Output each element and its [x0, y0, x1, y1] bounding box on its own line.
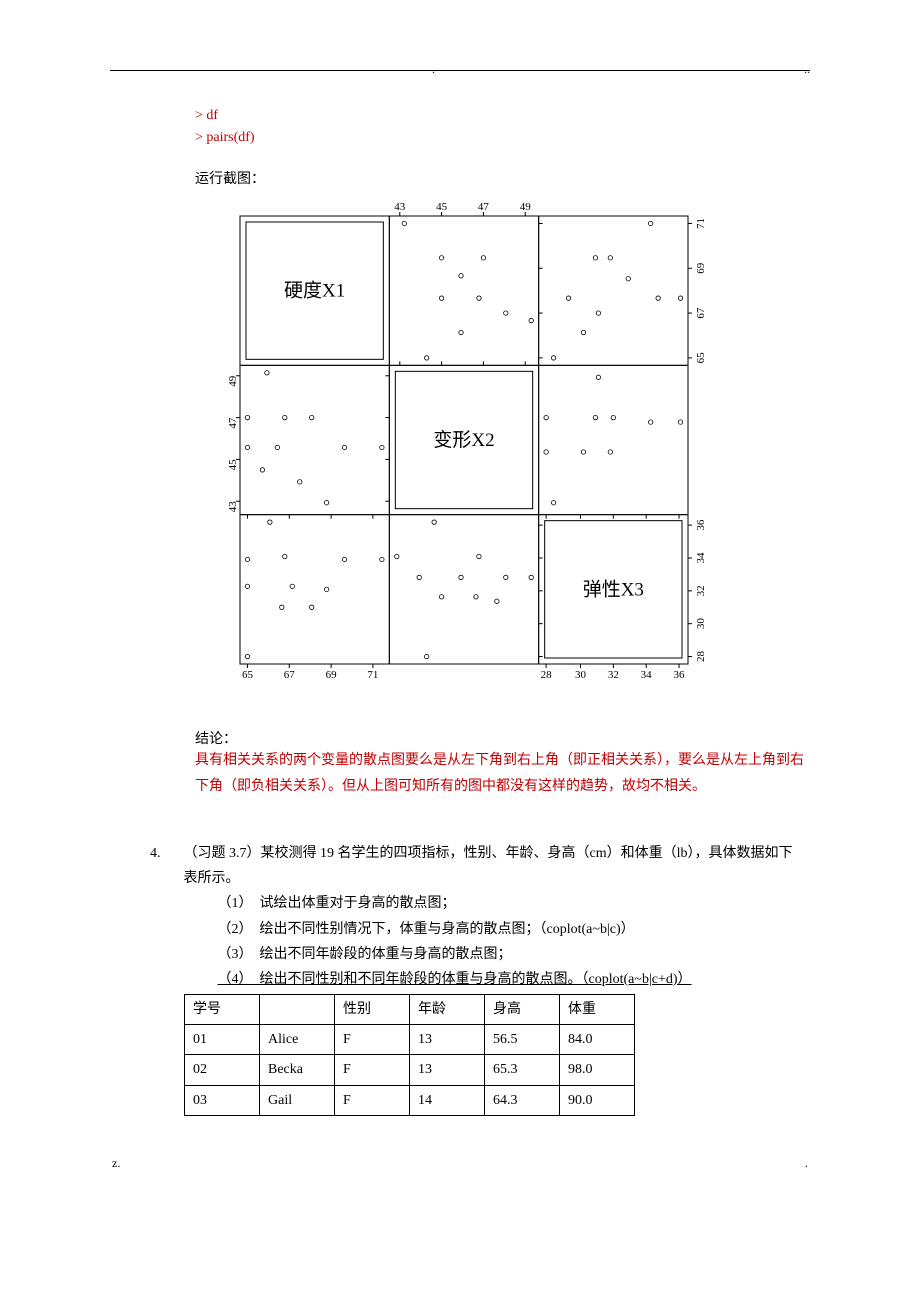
table-header-cell: 性别: [335, 995, 410, 1025]
run-screenshot-label: 运行截图：: [195, 168, 810, 188]
svg-text:32: 32: [608, 669, 619, 681]
student-table: 学号 性别年龄身高体重01AliceF1356.584.002BeckaF1365…: [184, 994, 635, 1116]
table-row: 03GailF1464.390.0: [185, 1085, 635, 1115]
svg-text:30: 30: [695, 617, 707, 629]
svg-text:34: 34: [641, 669, 653, 681]
footer-left: z.: [112, 1156, 120, 1171]
svg-text:71: 71: [695, 218, 707, 229]
header-dot-right: ..: [804, 62, 810, 77]
pairs-plot: 硬度X1 变形X2 弹性X3 43 45 47 49 65 67 69 71 28 30 32 34 36 43…: [190, 194, 730, 704]
svg-text:43: 43: [227, 501, 239, 513]
svg-text:67: 67: [284, 669, 296, 681]
table-header-cell: 学号: [185, 995, 260, 1025]
svg-text:28: 28: [695, 650, 707, 662]
svg-text:49: 49: [520, 201, 532, 213]
svg-text:34: 34: [695, 552, 707, 564]
svg-text:71: 71: [367, 669, 378, 681]
svg-text:变形X2: 变形X2: [433, 429, 494, 451]
question-sub-2: （2） 绘出不同性别情况下，体重与身高的散点图；（coplot(a~b|c)）: [218, 917, 804, 942]
svg-text:45: 45: [436, 201, 448, 213]
code-line-1: > df: [195, 105, 810, 127]
table-header-cell: 体重: [560, 995, 635, 1025]
question-sub-4: （4） 绘出不同性别和不同年龄段的体重与身高的散点图。（coplot(a~b|c…: [218, 967, 804, 992]
svg-text:36: 36: [674, 669, 686, 681]
svg-text:弹性X3: 弹性X3: [583, 578, 644, 600]
table-header-cell: [260, 995, 335, 1025]
header-dot-left: .: [432, 62, 435, 77]
svg-text:69: 69: [326, 669, 338, 681]
svg-text:32: 32: [695, 585, 707, 596]
svg-text:45: 45: [227, 459, 239, 471]
svg-text:49: 49: [227, 375, 239, 387]
conclusion-label: 结论：: [195, 728, 810, 748]
table-header-cell: 身高: [485, 995, 560, 1025]
svg-text:67: 67: [695, 307, 707, 319]
svg-text:30: 30: [575, 669, 587, 681]
table-header-cell: 年龄: [410, 995, 485, 1025]
question-number: 4.: [150, 841, 180, 866]
svg-text:65: 65: [242, 669, 254, 681]
svg-text:43: 43: [394, 201, 406, 213]
conclusion-body: 具有相关关系的两个变量的散点图要么是从左下角到右上角（即正相关关系），要么是从左…: [195, 748, 810, 801]
svg-text:47: 47: [227, 417, 239, 429]
table-row: 01AliceF1356.584.0: [185, 1025, 635, 1055]
svg-text:69: 69: [695, 262, 707, 274]
question-sub-1: （1） 试绘出体重对于身高的散点图；: [218, 891, 804, 916]
svg-text:47: 47: [478, 201, 490, 213]
question-sub-3: （3） 绘出不同年龄段的体重与身高的散点图；: [218, 942, 804, 967]
svg-text:65: 65: [695, 352, 707, 364]
question-intro: （习题 3.7）某校测得 19 名学生的四项指标，性别、年龄、身高（cm）和体重…: [184, 846, 793, 886]
footer-right: .: [805, 1156, 808, 1171]
code-line-2: > pairs(df): [195, 127, 810, 149]
header-rule: . ..: [110, 70, 810, 71]
table-row: 02BeckaF1365.398.0: [185, 1055, 635, 1085]
svg-text:28: 28: [541, 669, 553, 681]
svg-text:36: 36: [695, 519, 707, 531]
svg-text:硬度X1: 硬度X1: [284, 279, 345, 301]
